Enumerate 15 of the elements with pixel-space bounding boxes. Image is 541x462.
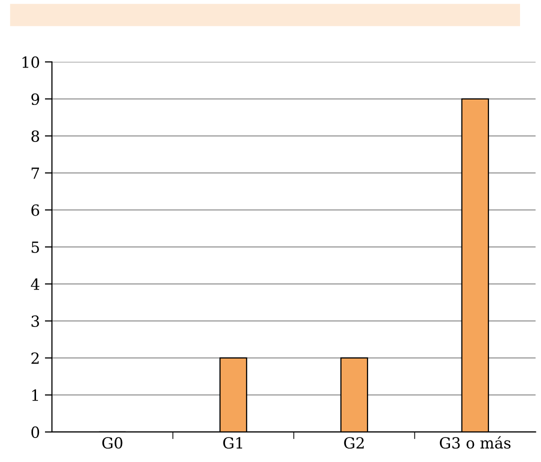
x-tick-label: G2 (344, 437, 364, 449)
y-tick-label: 4 (30, 278, 40, 290)
y-tick-label: 1 (32, 389, 38, 401)
y-tick-label: 3 (32, 315, 39, 327)
y-tick-label: 2 (31, 352, 39, 364)
y-tick-label: 9 (31, 93, 40, 105)
x-tick-label: G0 (102, 437, 122, 449)
x-tick-label: G1 (223, 437, 242, 449)
y-tick-label: 8 (31, 130, 40, 142)
y-tick-label: 0 (31, 426, 40, 438)
x-tick-label: G3 o más (440, 436, 510, 449)
y-tick-label: 10 (22, 56, 40, 68)
y-tick-label: 7 (32, 168, 40, 179)
y-tick-label: 6 (31, 204, 40, 216)
y-tick-label: 5 (32, 242, 39, 253)
